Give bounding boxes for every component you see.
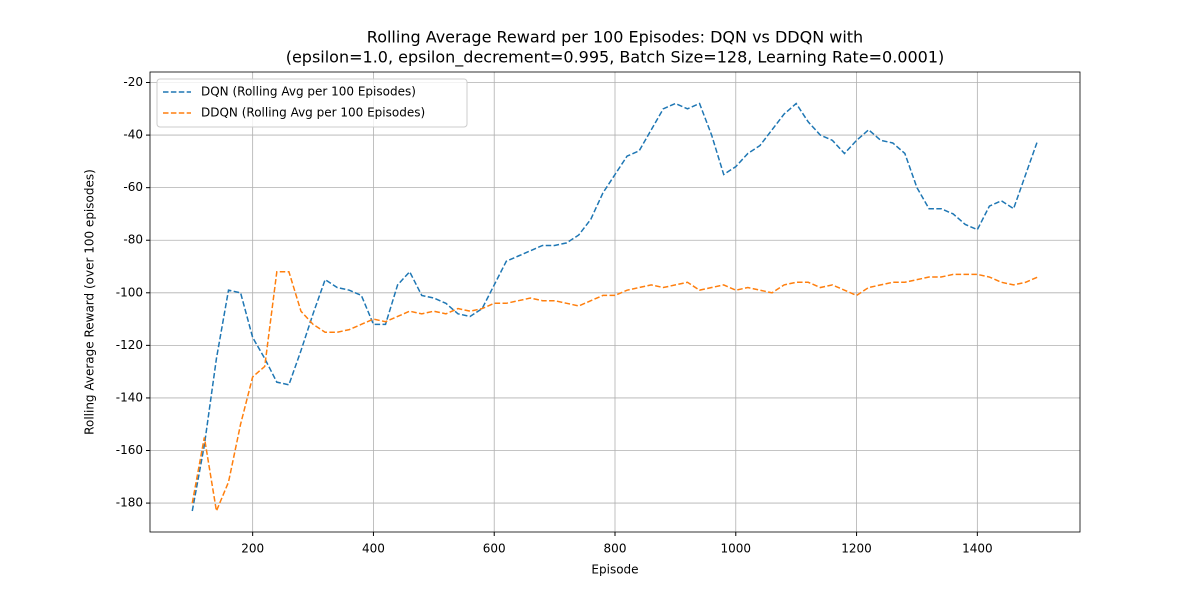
y-tick-label: -20 bbox=[123, 75, 143, 89]
x-tick-label: 1400 bbox=[962, 542, 993, 556]
y-tick-label: -60 bbox=[123, 180, 143, 194]
legend: DQN (Rolling Avg per 100 Episodes) DDQN (… bbox=[156, 78, 468, 128]
chart-subtitle: (epsilon=1.0, epsilon_decrement=0.995, B… bbox=[286, 48, 945, 68]
y-tick-label: -140 bbox=[116, 390, 143, 404]
legend-box bbox=[156, 78, 468, 128]
legend-label: DDQN (Rolling Avg per 100 Episodes) bbox=[201, 106, 425, 120]
x-tick-label: 1200 bbox=[841, 542, 872, 556]
x-axis-label: Episode bbox=[591, 563, 638, 577]
x-tick-label: 800 bbox=[604, 542, 627, 556]
y-tick-label: -180 bbox=[116, 496, 143, 510]
series-line bbox=[191, 102, 1039, 512]
plot-frame bbox=[149, 71, 1081, 533]
x-tick-label: 400 bbox=[362, 542, 385, 556]
y-axis-label: Rolling Average Reward (over 100 episode… bbox=[83, 169, 97, 435]
x-tick-label: 200 bbox=[241, 542, 264, 556]
x-tick-label: 600 bbox=[483, 542, 506, 556]
y-tick-label: -120 bbox=[116, 338, 143, 352]
series-line bbox=[191, 271, 1039, 514]
y-tick-label: -100 bbox=[116, 285, 143, 299]
y-tick-label: -40 bbox=[123, 128, 143, 142]
x-tick-label: 1000 bbox=[721, 542, 752, 556]
y-tick-label: -160 bbox=[116, 443, 143, 457]
chart-title: Rolling Average Reward per 100 Episodes:… bbox=[367, 28, 863, 47]
y-tick-label: -80 bbox=[123, 233, 143, 247]
legend-label: DQN (Rolling Avg per 100 Episodes) bbox=[201, 85, 416, 99]
